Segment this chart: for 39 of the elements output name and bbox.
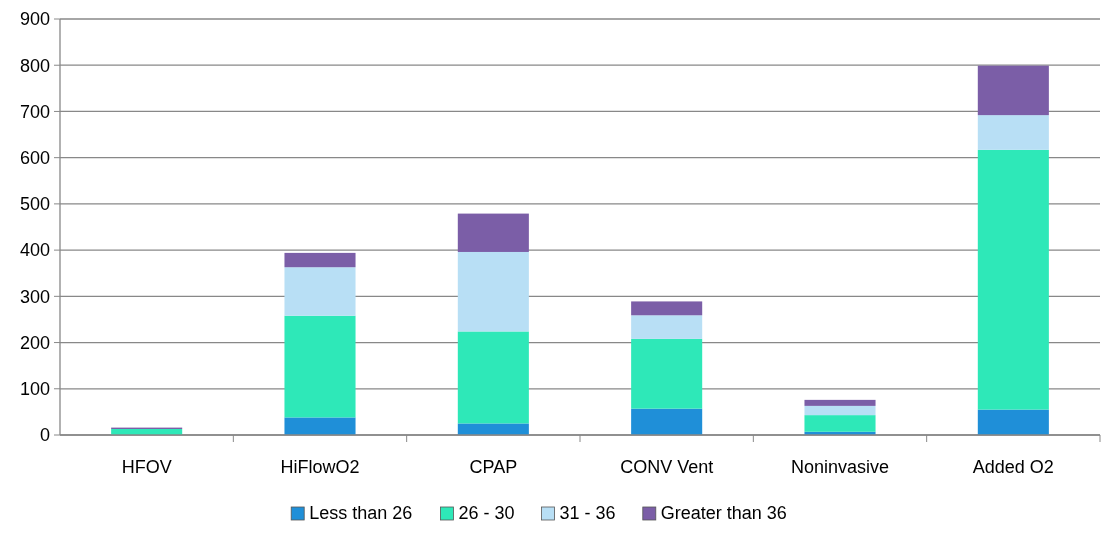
- bar: [977, 65, 1049, 116]
- bar: [631, 315, 703, 339]
- y-tick-label: 700: [19, 101, 50, 122]
- bar: [804, 405, 876, 416]
- bar: [977, 149, 1049, 410]
- legend-label: 26 - 30: [458, 503, 515, 524]
- bar: [284, 267, 356, 316]
- y-tick-label: 900: [19, 9, 50, 30]
- bar: [804, 415, 876, 432]
- bar: [631, 301, 703, 316]
- bar: [977, 409, 1049, 435]
- x-tick-label: CONV Vent: [620, 457, 714, 477]
- bar: [457, 423, 529, 435]
- bar: [284, 252, 356, 268]
- bar: [457, 251, 529, 332]
- bar: [284, 315, 356, 418]
- legend-label: Less than 26: [309, 503, 413, 524]
- y-tick-label: 300: [19, 286, 50, 307]
- bar: [804, 399, 876, 406]
- bar: [631, 408, 703, 435]
- y-tick-label: 400: [19, 240, 50, 261]
- x-tick-label: Noninvasive: [790, 457, 890, 477]
- bar: [284, 417, 356, 435]
- bar: [457, 331, 529, 424]
- y-tick-label: 0: [39, 425, 50, 446]
- x-tick-label: HiFlowO2: [280, 457, 360, 477]
- x-tick-label: Added O2: [972, 457, 1054, 477]
- x-tick-label: CPAP: [469, 457, 518, 477]
- y-tick-label: 500: [19, 194, 50, 215]
- bar: [977, 115, 1049, 150]
- y-tick-label: 100: [19, 379, 50, 400]
- y-tick-label: 600: [19, 147, 50, 168]
- bar: [457, 213, 529, 252]
- x-tick-label: HFOV: [121, 457, 172, 477]
- legend-label: Greater than 36: [660, 503, 787, 524]
- y-tick-label: 800: [19, 55, 50, 76]
- legend-label: 31 - 36: [559, 503, 616, 524]
- y-tick-label: 200: [19, 332, 50, 353]
- bar: [631, 338, 703, 409]
